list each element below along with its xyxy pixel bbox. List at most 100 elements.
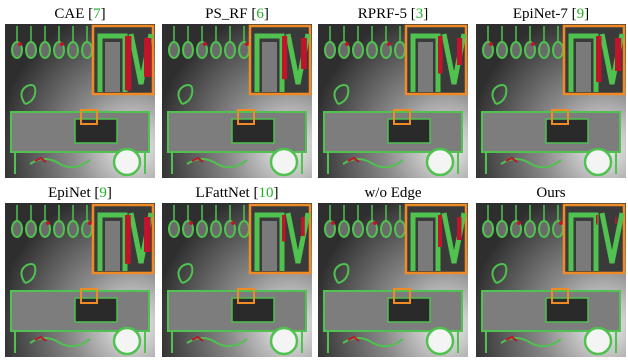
ornament — [525, 221, 535, 237]
inset-error — [125, 36, 131, 90]
ornament — [325, 42, 335, 58]
ornament — [483, 221, 493, 237]
caption-text: ] — [264, 6, 269, 22]
ornament — [511, 42, 521, 58]
inset-error — [615, 38, 621, 71]
error — [18, 42, 22, 46]
inset-error — [438, 215, 442, 247]
ornament — [239, 221, 249, 237]
caption: Ours — [476, 183, 626, 203]
caption: EpiNet [9] — [5, 183, 155, 203]
panel: w/o Edge — [318, 183, 468, 357]
error — [231, 221, 235, 225]
error-map — [5, 203, 155, 357]
ornament — [169, 42, 179, 58]
ornament — [40, 42, 50, 58]
error — [559, 221, 563, 225]
error — [245, 42, 249, 46]
caption-text: RPRF-5 [ — [358, 6, 416, 22]
caption: RPRF-5 [3] — [318, 4, 468, 24]
caption-text: ] — [101, 6, 106, 22]
ornament — [68, 42, 78, 58]
inset-fill — [105, 221, 120, 271]
caption: w/o Edge — [318, 183, 468, 203]
inset-error — [144, 38, 151, 77]
ball — [427, 149, 453, 175]
inset-error — [282, 215, 285, 241]
caption-text: EpiNet-7 [ — [513, 6, 577, 22]
caption: LFattNet [10] — [162, 183, 312, 203]
ball — [427, 328, 453, 354]
caption-text: ] — [273, 185, 278, 201]
error — [331, 221, 335, 225]
ornament — [12, 221, 22, 237]
inset-fill — [576, 221, 591, 271]
caption-text: CAE [ — [54, 6, 93, 22]
panel: LFattNet [10] — [162, 183, 312, 357]
ornament — [381, 221, 391, 237]
inset-fill — [418, 221, 433, 271]
inset-error — [282, 36, 287, 79]
error-map — [162, 24, 312, 178]
panel: RPRF-5 [3] — [318, 4, 468, 178]
panel: PS_RF [6] — [162, 4, 312, 178]
inset-error — [144, 217, 151, 252]
caption-text: LFattNet [ — [196, 185, 259, 201]
inset-error — [125, 215, 131, 264]
ball — [114, 149, 140, 175]
ornament — [353, 42, 363, 58]
ornament — [497, 42, 507, 58]
inset-error — [301, 38, 307, 69]
ornament — [225, 42, 235, 58]
citation: 9 — [99, 185, 107, 201]
inset-fill — [262, 221, 277, 271]
inset-error — [457, 38, 462, 65]
ornament — [169, 221, 179, 237]
inset-fill — [262, 42, 277, 92]
error — [60, 42, 64, 46]
caption-text: Ours — [536, 185, 565, 201]
error — [531, 42, 535, 46]
ornament — [183, 42, 193, 58]
ornament — [395, 221, 405, 237]
inset-error — [457, 217, 462, 240]
ball — [114, 328, 140, 354]
inset-error — [438, 36, 443, 74]
error — [489, 42, 493, 46]
panel: Ours — [476, 183, 626, 357]
ornament — [497, 221, 507, 237]
citation: 9 — [577, 6, 585, 22]
ornament — [26, 42, 36, 58]
panel: EpiNet [9] — [5, 183, 155, 357]
inset-fill — [576, 42, 591, 92]
caption-text: EpiNet [ — [48, 185, 99, 201]
ornament — [539, 221, 549, 237]
caption-text: ] — [107, 185, 112, 201]
panel: CAE [7] — [5, 4, 155, 178]
ornament — [197, 221, 207, 237]
error-map — [476, 203, 626, 357]
ornament — [353, 221, 363, 237]
error-map — [5, 24, 155, 178]
ball — [271, 149, 297, 175]
inset-error — [596, 215, 598, 225]
figure: CAE [7]PS_RF [6]RPRF-5 [3]EpiNet-7 [9]Ep… — [0, 0, 628, 360]
inset-fill — [418, 42, 433, 92]
citation: 10 — [258, 185, 273, 201]
error-map — [318, 203, 468, 357]
caption: CAE [7] — [5, 4, 155, 24]
inset-error — [301, 217, 305, 236]
ornament — [211, 221, 221, 237]
error — [373, 221, 377, 225]
ornament — [54, 221, 64, 237]
error-map — [476, 24, 626, 178]
error-map — [162, 203, 312, 357]
ornament — [395, 42, 405, 58]
citation: 6 — [256, 6, 264, 22]
caption-text: ] — [423, 6, 428, 22]
panel: EpiNet-7 [9] — [476, 4, 626, 178]
error — [189, 221, 193, 225]
error — [46, 221, 50, 225]
inset-fill — [105, 42, 120, 92]
caption-text: ] — [584, 6, 589, 22]
